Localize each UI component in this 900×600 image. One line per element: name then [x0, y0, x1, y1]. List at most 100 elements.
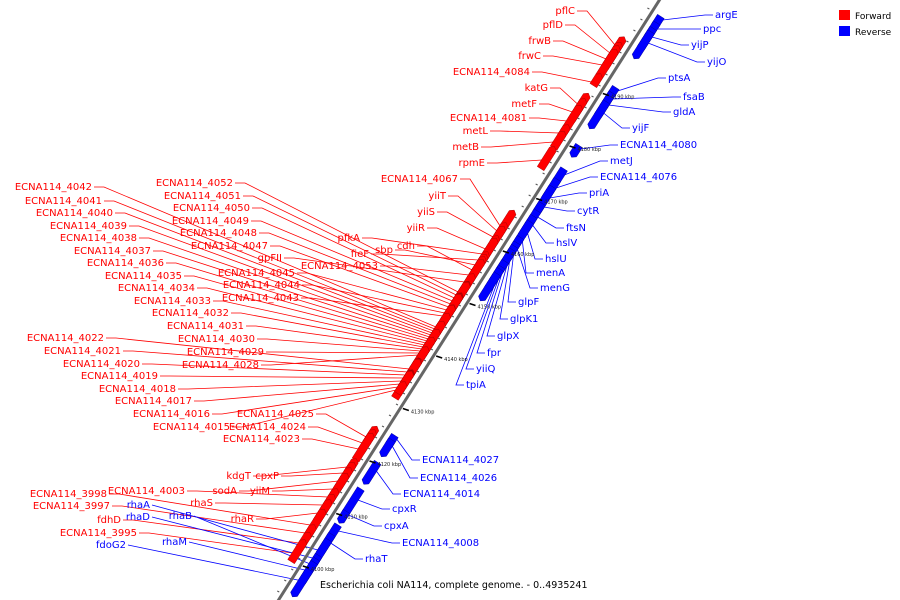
- forward-gene-label: fieF: [351, 249, 369, 260]
- axis-tick-mark: [469, 302, 476, 307]
- forward-gene-label: ECNA114_4036: [87, 258, 164, 269]
- reverse-gene-label: fdoG2: [96, 540, 126, 551]
- minor-tick: [388, 414, 392, 417]
- forward-connector-line: [215, 502, 323, 506]
- gene-arrow: [290, 567, 314, 598]
- forward-connector-line: [251, 220, 453, 302]
- reverse-connector-line: [603, 112, 630, 129]
- forward-connector-line: [284, 257, 465, 283]
- reverse-gene-label: yijP: [691, 40, 709, 51]
- gene-arrow: [478, 271, 502, 302]
- reverse-gene-shape: [587, 99, 611, 130]
- axis-tick-label: 4160 kbp: [511, 252, 535, 258]
- forward-gene-label: ECNA114_4003: [108, 486, 185, 497]
- reverse-gene-label: cpxR: [392, 504, 417, 515]
- forward-connector-line: [553, 40, 607, 60]
- forward-connector-line: [109, 493, 311, 526]
- forward-connector-line: [371, 253, 479, 261]
- legend: Forward Reverse: [839, 10, 892, 38]
- forward-connector-line: [104, 200, 435, 330]
- reverse-connector-line: [555, 176, 598, 189]
- axis-tick-mark: [335, 512, 343, 517]
- axis-tick-mark: [502, 250, 510, 254]
- minor-tick: [318, 524, 322, 527]
- reverse-connector-line: [338, 530, 400, 544]
- forward-connector-line: [259, 232, 451, 305]
- minor-tick: [619, 51, 622, 54]
- minor-tick: [332, 502, 336, 505]
- forward-connector-line: [139, 532, 293, 554]
- forward-connector-line: [213, 300, 425, 346]
- minor-tick: [353, 469, 357, 472]
- forward-connector-line: [231, 312, 424, 348]
- forward-connector-line: [129, 225, 433, 334]
- gene-arrow: [394, 381, 408, 396]
- forward-connector-line: [362, 237, 483, 255]
- forward-gene-label: ECNA114_4049: [172, 216, 249, 227]
- minor-tick: [277, 590, 280, 593]
- reverse-connector-line: [549, 192, 587, 199]
- forward-connector-line: [123, 519, 299, 544]
- forward-gene-label: ECNA114_4053: [301, 261, 378, 272]
- forward-gene-shape: [549, 130, 567, 151]
- reverse-connector-line: [647, 42, 705, 63]
- minor-tick: [500, 238, 503, 241]
- forward-gene-label: ECNA114_4038: [60, 233, 137, 244]
- forward-connector-line: [437, 211, 494, 238]
- axis-ticks: 4100 kbp 4110 kbp 4120 kbp 4130 kbp 4140 kbp…: [277, 7, 650, 593]
- forward-gene-label: ECNA114_4022: [27, 333, 104, 344]
- forward-connector-line: [252, 207, 455, 299]
- reverse-connector-line: [527, 232, 543, 260]
- forward-connector-line: [246, 325, 423, 350]
- minor-tick: [367, 447, 371, 450]
- forward-gene-label: ECNA114_4067: [381, 174, 458, 185]
- forward-gene-shape: [351, 432, 375, 463]
- reverse-connector-line: [330, 542, 363, 560]
- forward-connector-line: [232, 389, 397, 428]
- forward-connector-line: [115, 212, 434, 332]
- forward-gene-label: rhaS: [190, 498, 213, 509]
- reverse-gene-label: yijF: [632, 123, 649, 134]
- reverse-gene-label: cytR: [577, 206, 599, 217]
- forward-gene-label: ECNA114_4024: [229, 422, 306, 433]
- reverse-connector-line: [188, 541, 309, 572]
- reverse-connector-line: [151, 516, 317, 560]
- reverse-gene-label: glpK1: [510, 314, 538, 325]
- gene-arrow: [631, 29, 655, 60]
- axis-tick-mark: [435, 355, 443, 359]
- forward-connector-line: [160, 375, 404, 379]
- forward-connector-line: [302, 438, 359, 450]
- axis-tick-label: 4170 kbp: [544, 200, 568, 206]
- forward-connector-line: [487, 159, 543, 164]
- reverse-gene-label: tpiA: [466, 380, 486, 391]
- minor-tick: [339, 491, 343, 494]
- forward-gene-label: ECNA114_4033: [134, 296, 211, 307]
- forward-gene-label: ECNA114_4051: [164, 191, 241, 202]
- reverse-gene-label: glpF: [518, 297, 539, 308]
- minor-tick: [577, 117, 580, 120]
- reverse-gene-label: rhaD: [126, 512, 150, 523]
- minor-tick: [444, 326, 448, 329]
- reverse-connector-line: [391, 445, 418, 479]
- minor-tick: [458, 304, 462, 307]
- forward-gene-label: ECNA114_4032: [152, 308, 229, 319]
- forward-connector-line: [253, 466, 348, 477]
- reverse-connector-line: [532, 224, 554, 244]
- minor-tick: [325, 513, 329, 516]
- reverse-gene-label: ECNA114_4027: [422, 455, 499, 466]
- reverse-connector-line: [396, 438, 420, 461]
- minor-tick: [514, 216, 517, 219]
- reverse-connector-line: [662, 14, 713, 21]
- forward-connector-line: [529, 117, 567, 122]
- gene-arrow: [536, 146, 557, 172]
- forward-gene-label: ECNA114_3997: [33, 501, 110, 512]
- minor-tick: [535, 183, 538, 186]
- legend-reverse-swatch: [839, 26, 850, 36]
- forward-connector-line: [270, 245, 449, 308]
- axis-tick-mark: [369, 460, 376, 464]
- forward-connector-line: [481, 141, 554, 148]
- forward-connector-line: [308, 426, 363, 444]
- forward-connector-line: [194, 383, 400, 402]
- minor-tick: [542, 172, 545, 175]
- minor-tick: [451, 315, 455, 318]
